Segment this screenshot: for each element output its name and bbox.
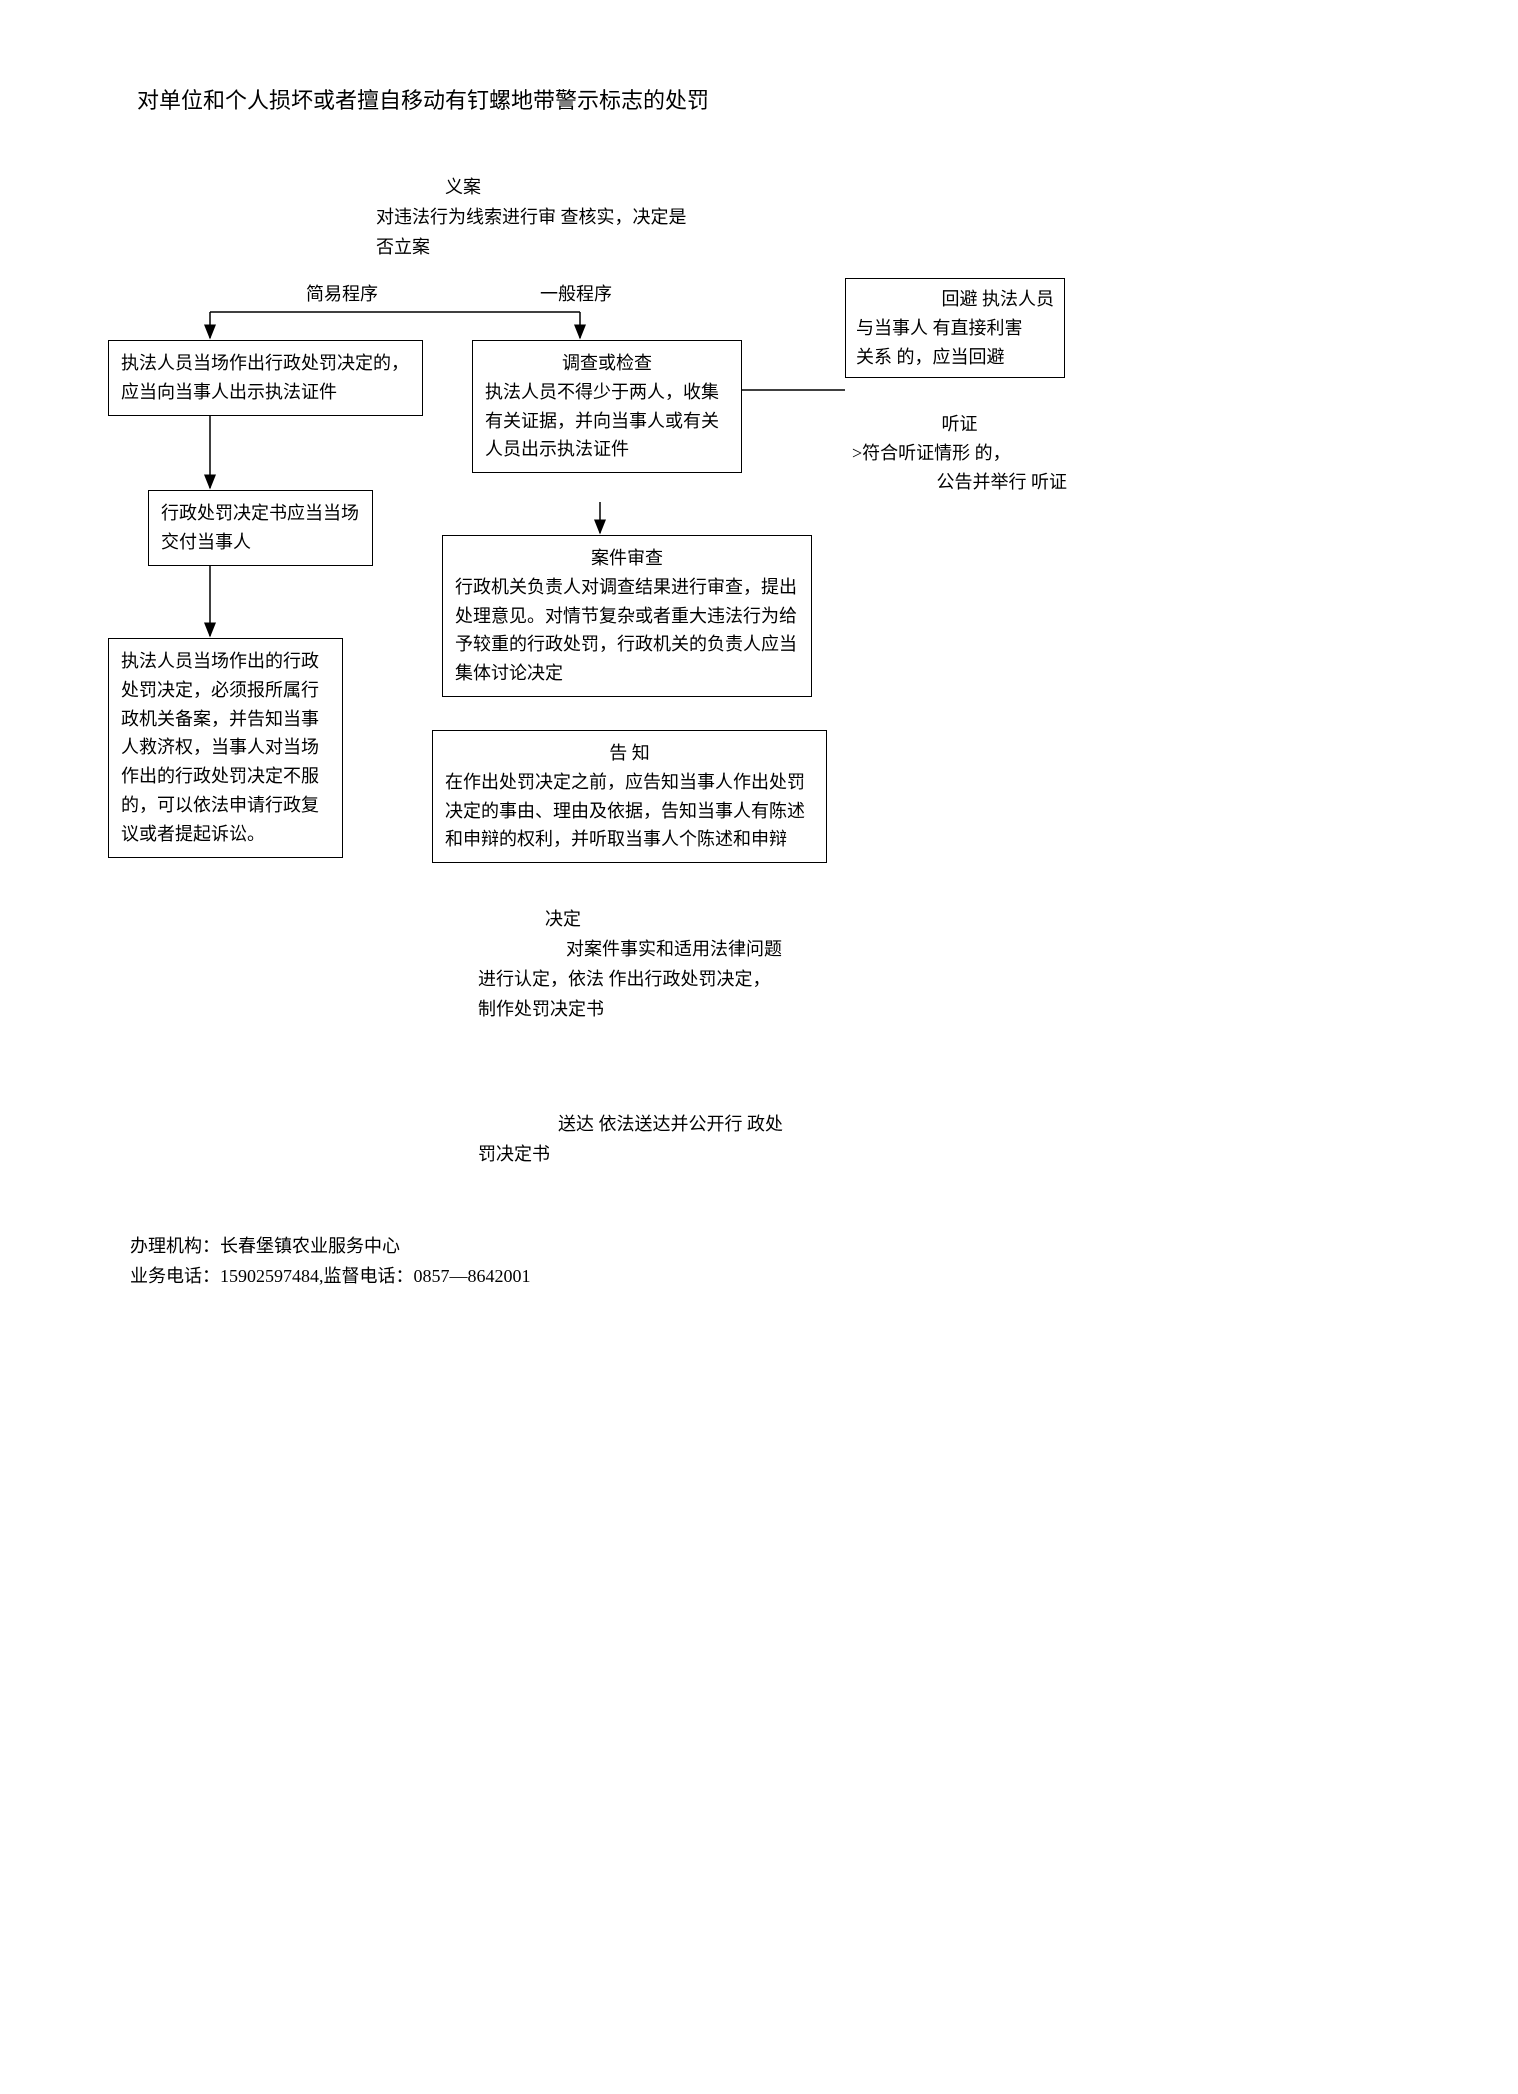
right-box-1: 调查或检查 执法人员不得少于两人，收集有关证据，并向当事人或有关人员出示执法证件 [472,340,742,473]
decision-line3: 制作处罚决定书 [478,995,604,1024]
side-hearing-line1: >符合听证情形 的， [852,439,1067,468]
side-hearing-line2: 公告并举行 听证 [852,468,1067,497]
top-line2: 否立案 [376,233,430,262]
left-box-1: 执法人员当场作出行政处罚决定的，应当向当事人出示执法证件 [108,340,423,416]
flowchart-arrows [0,0,1518,2094]
branch-right-label: 一般程序 [540,280,612,309]
side-recusal-line2: 与当事人 有直接利害 [856,314,1054,343]
decision-line2: 进行认定，依法 作出行政处罚决定， [478,965,771,994]
top-line1: 对违法行为线索进行审 查核实，决定是 [376,203,687,232]
page-title: 对单位和个人损坏或者擅自移动有钉螺地带警示标志的处罚 [137,83,709,118]
right-box-3-body: 在作出处罚决定之前，应告知当事人作出处罚决定的事由、理由及依据，告知当事人有陈述… [445,768,814,854]
top-heading: 义案 [445,173,481,202]
branch-left-label: 简易程序 [306,280,378,309]
side-recusal-line3: 关系 的，应当回避 [856,343,1054,372]
right-box-3: 告 知 在作出处罚决定之前，应告知当事人作出处罚决定的事由、理由及依据，告知当事… [432,730,827,863]
decision-heading: 决定 [545,905,581,934]
right-box-2: 案件审查 行政机关负责人对调查结果进行审查，提出处理意见。对情节复杂或者重大违法… [442,535,812,697]
right-box-2-title: 案件审查 [455,544,799,573]
right-box-1-title: 调查或检查 [485,349,729,378]
right-box-3-title: 告 知 [445,739,814,768]
decision-line1: 对案件事实和适用法律问题 [566,935,782,964]
right-box-1-body: 执法人员不得少于两人，收集有关证据，并向当事人或有关人员出示执法证件 [485,378,729,464]
footer-phone: 业务电话：15902597484,监督电话：0857—8642001 [130,1262,531,1291]
side-recusal-box: 回避 执法人员 与当事人 有直接利害 关系 的，应当回避 [845,278,1065,378]
side-hearing-heading: 听证 [852,410,1067,439]
left-box-2: 行政处罚决定书应当当场交付当事人 [148,490,373,566]
side-recusal-line1: 回避 执法人员 [856,285,1054,314]
delivery-line2: 罚决定书 [478,1140,550,1169]
footer-org: 办理机构：长春堡镇农业服务中心 [130,1232,400,1261]
left-box-3: 执法人员当场作出的行政处罚决定，必须报所属行政机关备案，并告知当事人救济权，当事… [108,638,343,858]
right-box-2-body: 行政机关负责人对调查结果进行审查，提出处理意见。对情节复杂或者重大违法行为给予较… [455,573,799,688]
delivery-line1: 送达 依法送达并公开行 政处 [558,1110,783,1139]
